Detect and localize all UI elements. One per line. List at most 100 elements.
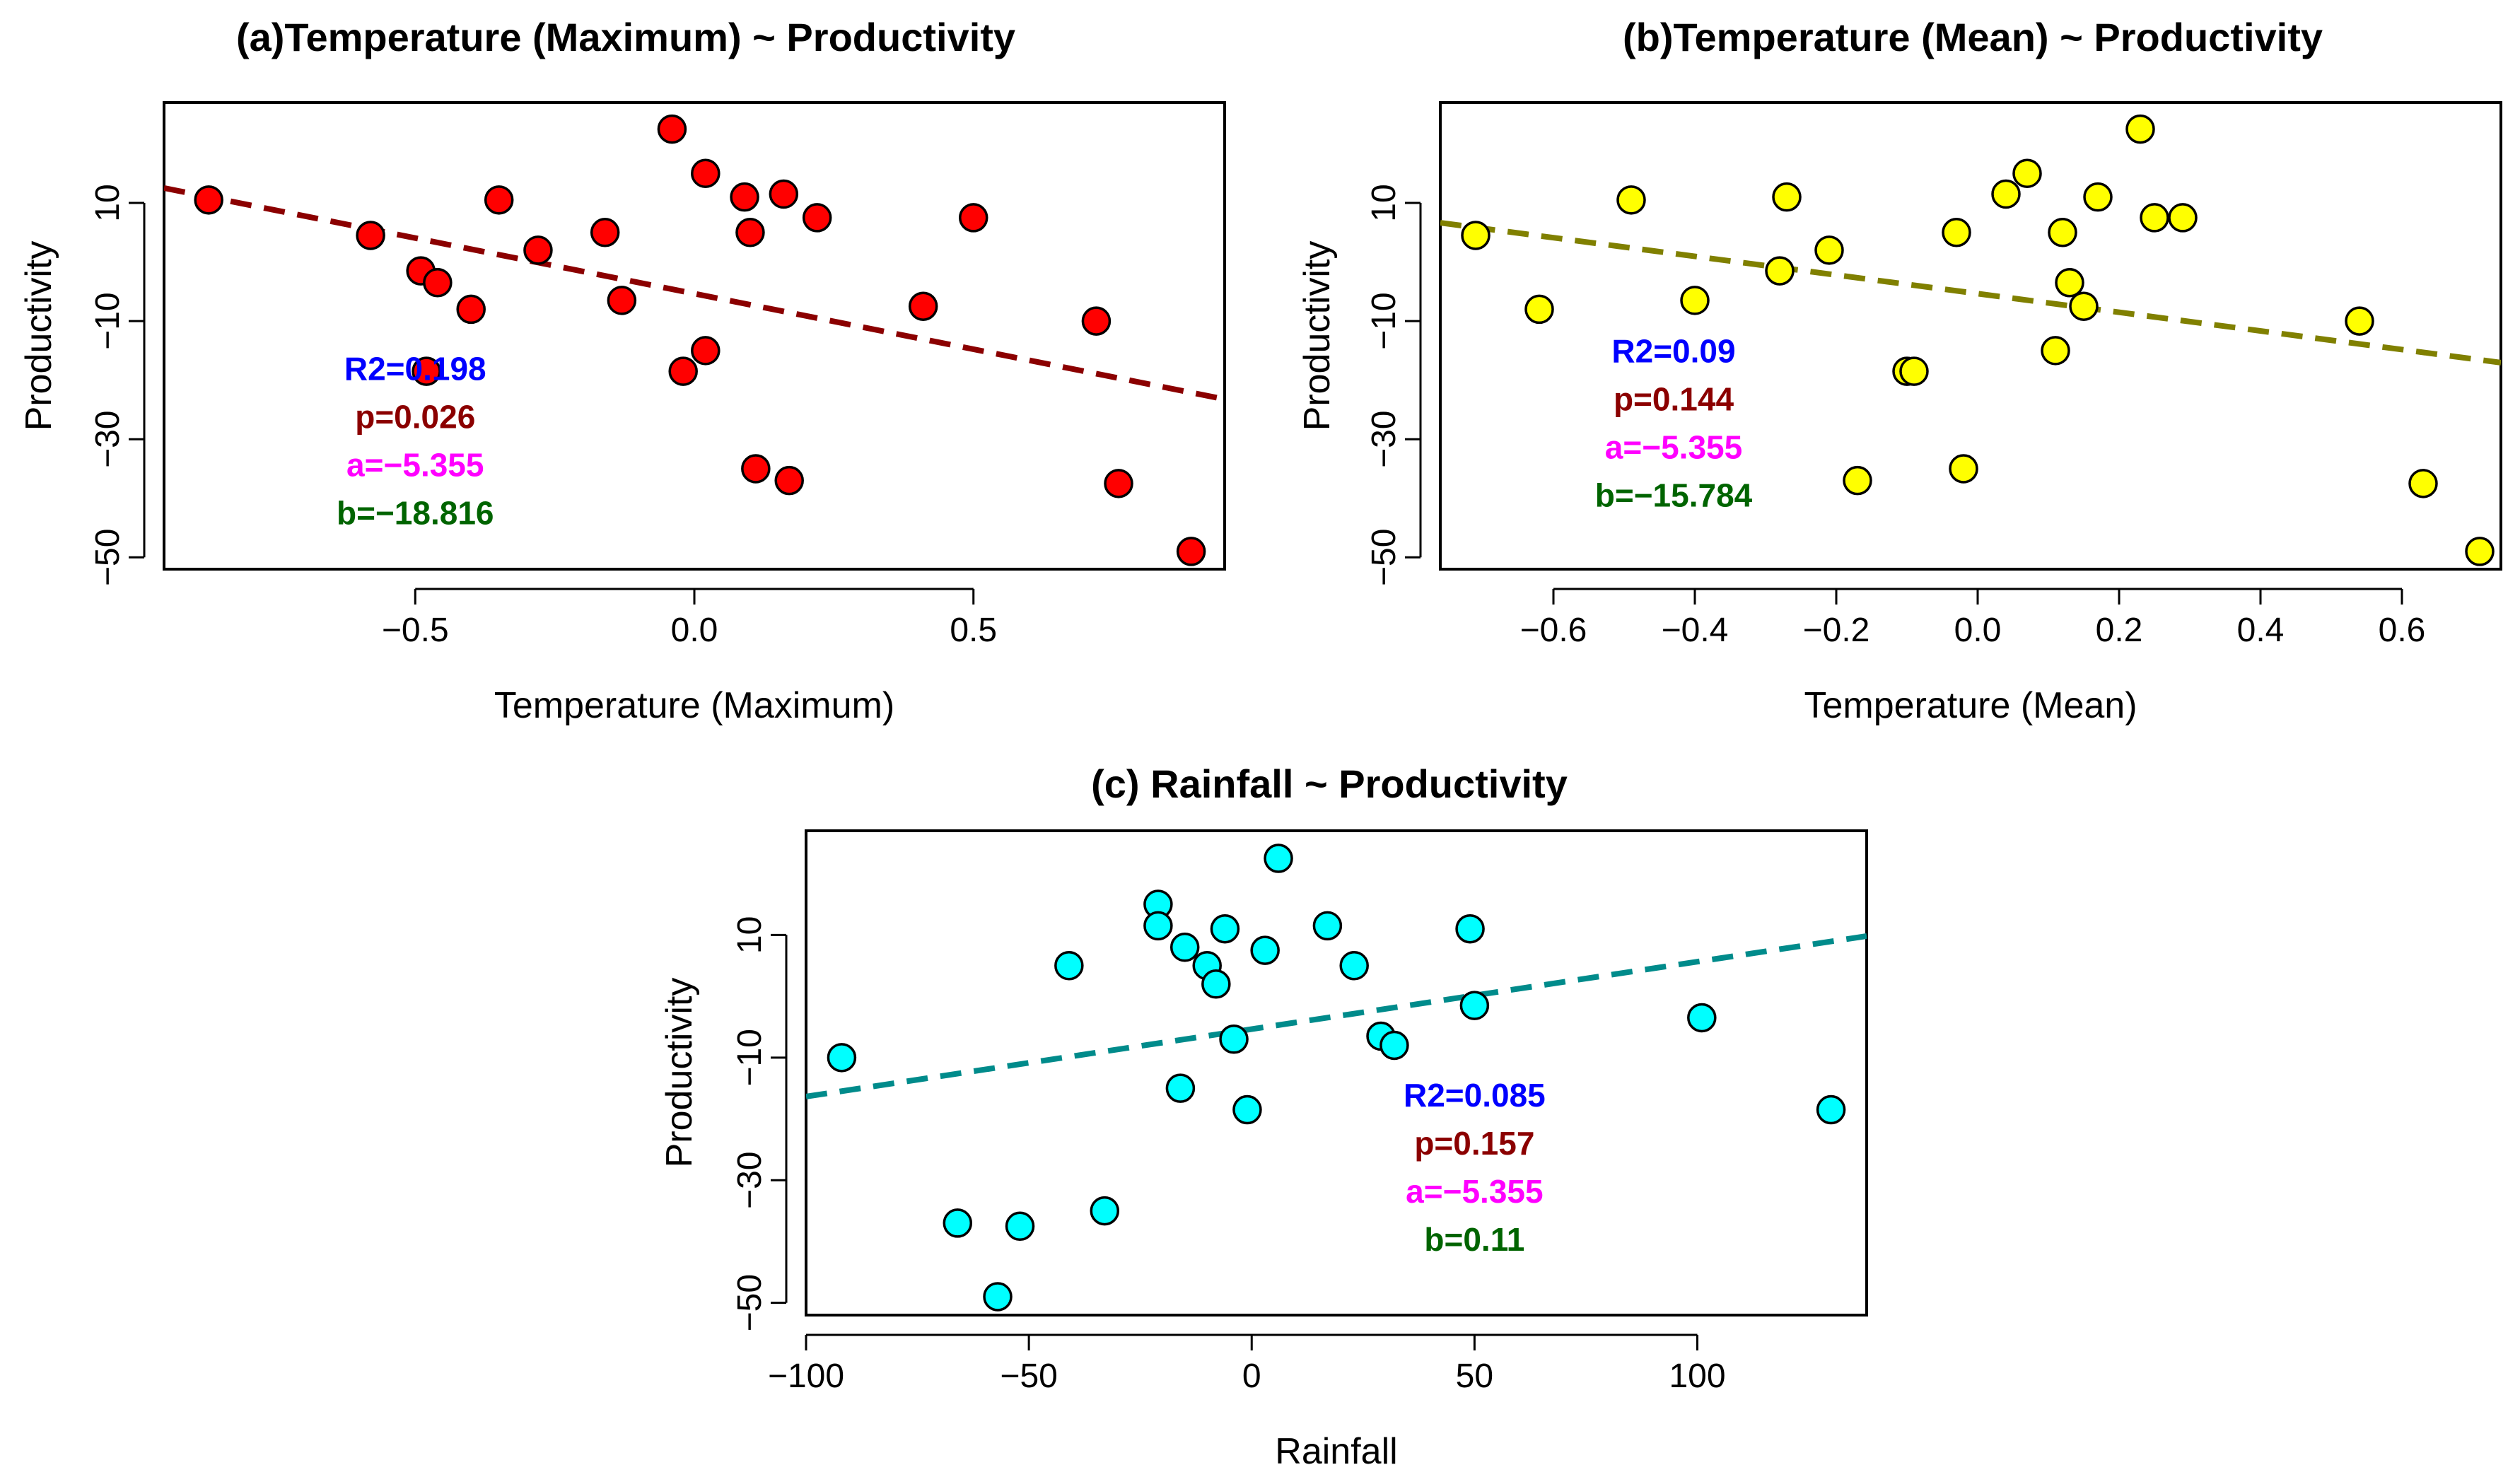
panel-c-x-tick-label: 50 — [1456, 1358, 1493, 1395]
panel-c-y-axis-label: Productivity — [659, 978, 700, 1168]
panel-a-data-point — [908, 291, 938, 321]
panel-c-data-point — [1090, 1196, 1120, 1226]
panel-c-x-axis: −100 −50 0 50 100 — [768, 1333, 1726, 1395]
panel-b-data-point — [2140, 203, 2169, 233]
panel-c-data-point — [1264, 843, 1293, 873]
panel-b-x-tick-label: 0.2 — [2096, 612, 2143, 649]
panel-b-stat-p: p=0.144 — [1614, 381, 1734, 418]
panel-c-data-point — [1232, 1094, 1262, 1125]
panel-a-data-point — [456, 294, 486, 325]
panel-a-x-tick-label: 0.5 — [950, 612, 997, 649]
panel-b-data-point — [2408, 469, 2438, 498]
panel-c-plot-area: R2=0.085 p=0.157 a=−5.355 b=0.11 — [806, 843, 1867, 1312]
panel-b-y-tick-label: 10 — [1365, 184, 1403, 221]
panel-c-data-point — [1005, 1211, 1035, 1242]
panel-c-data-point — [1169, 932, 1200, 962]
panel-a-data-point — [523, 235, 553, 265]
panel-a-title: (a)Temperature (Maximum) ~ Productivity — [236, 15, 1015, 59]
panel-c-data-point — [1054, 951, 1084, 981]
panel-b-stat-a: a=−5.355 — [1605, 429, 1742, 466]
panel-a-stat-r2: R2=0.198 — [344, 351, 486, 387]
panel-b-x-tick-label: −0.6 — [1520, 612, 1587, 649]
panel-b-data-point — [2083, 182, 2113, 212]
panel-c-y-tick-label: 10 — [731, 916, 769, 954]
panel-a-x-tick-label: −0.5 — [382, 612, 449, 649]
panel-b-x-axis-label: Temperature (Mean) — [1804, 685, 2137, 726]
panel-a-data-point — [691, 336, 721, 366]
panel-a-data-point — [1176, 537, 1206, 566]
panel-a-data-point — [668, 356, 698, 386]
panel-a-data-point — [412, 356, 441, 386]
panel-c-data-point — [827, 1043, 857, 1073]
panel-a-x-tick-label: 0.0 — [671, 612, 718, 649]
panel-a-y-tick-label: −10 — [89, 292, 127, 349]
panel-a-y-tick-label: 10 — [89, 184, 127, 221]
panel-c-regression-line — [806, 933, 1867, 1099]
panel-a-data-point — [735, 218, 765, 247]
panel-a-data-point — [194, 185, 223, 215]
panel-c-y-tick-label: −50 — [731, 1274, 769, 1331]
panel-a-stat-p: p=0.026 — [355, 399, 475, 436]
panel-b-data-point — [2048, 218, 2077, 247]
panel-b-x-tick-label: −0.4 — [1662, 612, 1729, 649]
panel-a-data-point — [423, 268, 453, 298]
panel-a-stat-a: a=−5.355 — [346, 447, 484, 484]
panel-a-data-point — [356, 221, 385, 250]
panel-c-x-tick-label: 100 — [1669, 1358, 1725, 1395]
panel-b-data-point — [2055, 268, 2084, 298]
panel-a-data-point — [691, 158, 721, 189]
panel-b-y-axis: −50 −30 −10 10 — [1365, 184, 1422, 586]
panel-c-y-tick-label: −10 — [731, 1029, 769, 1086]
panel-b-plot-area: R2=0.09 p=0.144 a=−5.355 b=−15.784 — [1440, 114, 2501, 566]
panel-c-data-point — [1210, 913, 1240, 944]
panel-a-data-point — [958, 203, 988, 233]
panel-a-y-axis: −50 −30 −10 10 — [89, 184, 146, 586]
panel-a-data-point — [484, 185, 514, 215]
panel-a-data-point — [730, 182, 759, 212]
panel-a-data-point — [769, 179, 799, 209]
panel-b-y-tick-label: −30 — [1365, 410, 1403, 467]
panel-c-data-point — [983, 1282, 1013, 1312]
panel-b-data-point — [1843, 465, 1872, 496]
panel-c-data-point — [1219, 1024, 1249, 1054]
panel-b-data-point — [1991, 179, 2021, 209]
panel-a-x-axis: −0.5 0.0 0.5 — [382, 588, 997, 649]
panel-b-regression-line — [1440, 220, 2501, 366]
panel-c-x-axis-label: Rainfall — [1275, 1431, 1397, 1472]
panel-c-stat-p: p=0.157 — [1414, 1125, 1534, 1162]
panel-a-data-point — [802, 203, 832, 233]
panel-a-x-axis-label: Temperature (Maximum) — [494, 685, 894, 726]
panel-c-data-point — [1201, 969, 1231, 999]
panel-c-data-point — [1143, 911, 1173, 941]
panel-c-plot-frame — [805, 829, 1868, 1317]
panel-a-stat-b: b=−18.816 — [337, 495, 494, 532]
panel-b-data-point — [2012, 158, 2042, 189]
panel-c-stat-r2: R2=0.085 — [1404, 1077, 1546, 1114]
panel-c-data-point — [1816, 1094, 1846, 1125]
panel-a-data-point — [741, 454, 771, 484]
panel-b-y-axis-label: Productivity — [1297, 241, 1338, 431]
panel-b-stat-b: b=−15.784 — [1595, 477, 1753, 514]
panel-c-y-tick-label: −30 — [731, 1152, 769, 1209]
panel-c-x-tick-label: −100 — [768, 1358, 844, 1395]
panel-a-regression-line — [164, 185, 1225, 402]
panel-temperature-maximum: (a)Temperature (Maximum) ~ Productivity … — [18, 15, 1226, 726]
panel-b-x-tick-label: 0.4 — [2237, 612, 2285, 649]
panel-a-data-point — [774, 465, 804, 496]
panel-a-y-axis-label: Productivity — [18, 241, 59, 431]
panel-b-stat-r2: R2=0.09 — [1611, 333, 1735, 370]
panel-c-data-point — [943, 1208, 973, 1238]
panel-b-data-point — [2041, 336, 2070, 366]
panel-c-data-point — [1250, 935, 1280, 965]
panel-c-data-point — [1339, 951, 1369, 981]
panel-c-stat-b: b=0.11 — [1424, 1221, 1524, 1258]
panel-b-title: (b)Temperature (Mean) ~ Productivity — [1623, 15, 2323, 59]
panel-c-data-point — [1312, 911, 1343, 941]
panel-a-data-point — [1081, 306, 1112, 336]
panel-c-data-point — [1379, 1030, 1409, 1061]
panel-b-data-point — [2069, 291, 2099, 321]
panel-b-data-point — [1772, 182, 1802, 212]
panel-b-data-point — [1524, 294, 1554, 325]
panel-a-plot-area: R2=0.198 p=0.026 a=−5.355 b=−18.816 — [164, 114, 1225, 566]
panel-rainfall: (c) Rainfall ~ Productivity R2=0.085 p=0.… — [659, 761, 1868, 1472]
